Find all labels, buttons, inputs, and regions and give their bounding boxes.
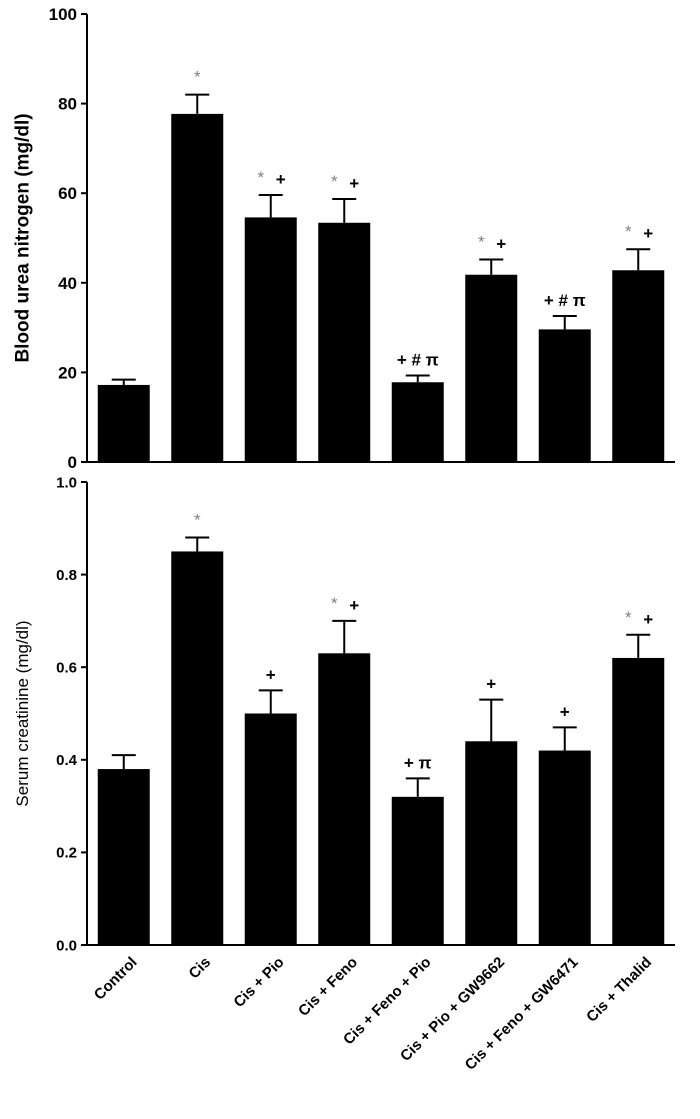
panel1-y-tick-label: 0 (68, 453, 77, 472)
panel1-significance-marker: + (643, 224, 653, 243)
panel1-significance-marker: + (349, 174, 359, 193)
panel2-y-tick-label: 0.8 (56, 567, 77, 584)
panel2-significance-marker: * (625, 608, 632, 627)
panel1-bar (318, 222, 371, 462)
panel1-significance-marker: * (625, 222, 632, 241)
panel1-bar (244, 217, 297, 462)
panel1-significance-marker: + # π (397, 351, 439, 370)
panel2-bar (318, 653, 371, 945)
panel1-bar (391, 382, 444, 462)
panel1-bar (538, 329, 591, 462)
panel2-significance-marker: + (266, 665, 276, 684)
panel1-bar (171, 113, 224, 463)
panel2-y-tick-label: 0.4 (56, 752, 78, 769)
panel1-significance-marker: * (478, 233, 485, 252)
panel1-y-tick-label: 40 (58, 274, 77, 293)
panel1-bar (612, 270, 665, 462)
panel2-bar (244, 713, 297, 945)
panel2-y-axis-title: Serum creatinine (mg/dl) (13, 620, 32, 806)
panel2-significance-marker: + (349, 596, 359, 615)
panel1-significance-marker: + (276, 170, 286, 189)
panel2-bar (171, 551, 224, 945)
panel2-bar (97, 769, 150, 945)
panel1-y-tick-label: 20 (58, 363, 77, 382)
x-category-label: Cis (186, 954, 215, 983)
panel2-y-tick-label: 0.6 (56, 659, 77, 676)
panel1-y-tick-label: 80 (58, 95, 77, 114)
panel1-significance-marker: * (257, 168, 264, 187)
panel2-significance-marker: + (643, 610, 653, 629)
panel2-significance-marker: * (194, 511, 201, 530)
panel1-y-tick-label: 60 (58, 184, 77, 203)
panel1-bar (97, 384, 150, 462)
x-category-label: Cis + Feno (295, 954, 361, 1020)
panel2-significance-marker: + π (404, 753, 432, 772)
x-category-label: Control (91, 954, 141, 1004)
panel1-y-tick-label: 100 (49, 5, 77, 24)
panel2-y-tick-label: 1.0 (56, 474, 77, 491)
x-category-label: Cis + Thalid (583, 954, 655, 1026)
panel2-significance-marker: + (560, 702, 570, 721)
panel2-bar (391, 796, 444, 945)
panel1-significance-marker: * (194, 68, 201, 87)
panel1-y-axis-title: Blood urea nitrogen (mg/dl) (12, 113, 33, 362)
panel2-bar (465, 741, 518, 945)
panel2-significance-marker: * (331, 594, 338, 613)
panel1-significance-marker: * (331, 172, 338, 191)
panel2-significance-marker: + (486, 675, 496, 694)
panel2-y-tick-label: 0.2 (56, 845, 77, 862)
panel1-significance-marker: + (496, 235, 506, 254)
panel2-bar (612, 657, 665, 945)
panel1-bar (465, 274, 518, 462)
panel1-significance-marker: + # π (544, 291, 586, 310)
panel2-y-tick-label: 0.0 (56, 937, 77, 954)
x-category-label: Cis + Pio (230, 954, 287, 1011)
panel2-bar (538, 750, 591, 945)
